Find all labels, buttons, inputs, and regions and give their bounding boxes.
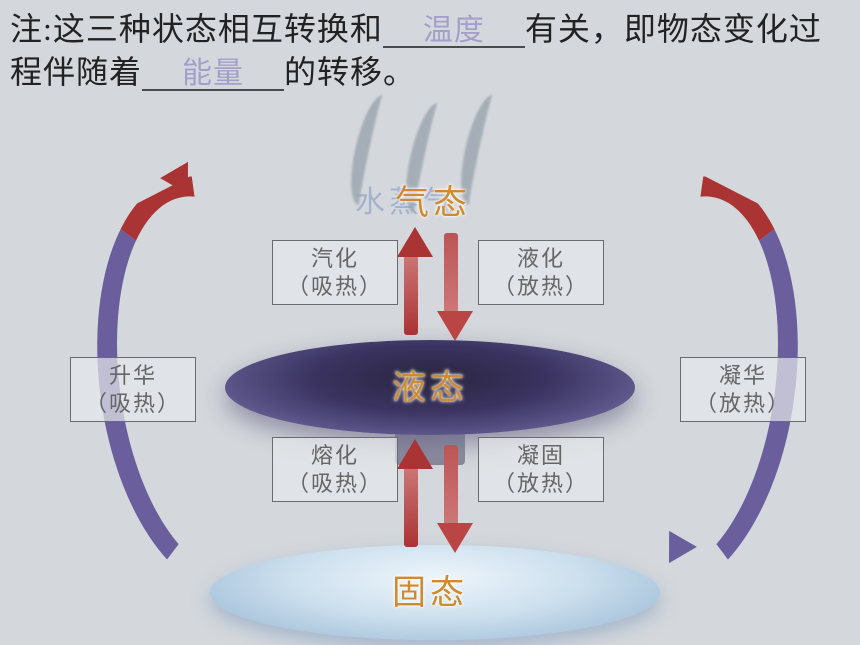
blank-energy: 能量: [142, 59, 284, 91]
melting-name: 熔化: [287, 442, 383, 470]
vaporization-shaft-icon: [404, 255, 418, 335]
note-prefix: 注:这三种状态相互转换和: [10, 11, 383, 47]
solidification-box: 凝固 （放热）: [478, 437, 604, 502]
phase-change-diagram: 水蒸气 气态 液态 固态 汽化 （吸热） 液化 （放热） 熔化 （吸热） 凝固 …: [0, 105, 860, 645]
deposition-name: 凝华: [695, 362, 791, 390]
vaporization-box: 汽化 （吸热）: [272, 240, 398, 305]
deposition-box: 凝华 （放热）: [680, 357, 806, 422]
sublimation-name: 升华: [85, 362, 181, 390]
sublimation-box: 升华 （吸热）: [70, 357, 196, 422]
sublimation-arrowhead-icon: [160, 154, 202, 194]
liquefaction-box: 液化 （放热）: [478, 240, 604, 305]
solidification-shaft-icon: [444, 445, 458, 525]
liquefaction-name: 液化: [493, 245, 589, 273]
vaporization-head-icon: [397, 227, 433, 257]
liquefaction-head-icon: [437, 311, 473, 341]
deposition-heat: （放热）: [695, 390, 791, 418]
melting-box: 熔化 （吸热）: [272, 437, 398, 502]
blank-temperature: 温度: [383, 16, 525, 48]
melting-heat: （吸热）: [287, 470, 383, 498]
sublimation-heat: （吸热）: [85, 390, 181, 418]
liquefaction-shaft-icon: [444, 233, 458, 313]
note-suffix: 的转移。: [284, 54, 416, 90]
solidification-head-icon: [437, 523, 473, 553]
solidification-name: 凝固: [493, 442, 589, 470]
melting-head-icon: [397, 439, 433, 469]
liquefaction-heat: （放热）: [493, 273, 589, 301]
solidification-heat: （放热）: [493, 470, 589, 498]
melting-shaft-icon: [404, 467, 418, 547]
gas-state-label: 气态: [395, 175, 471, 224]
liquid-state-label: 液态: [392, 360, 468, 409]
solid-state-label: 固态: [392, 565, 468, 614]
note-text: 注:这三种状态相互转换和温度有关，即物态变化过程伴随着能量的转移。: [10, 8, 850, 94]
vaporization-name: 汽化: [287, 245, 383, 273]
vaporization-heat: （吸热）: [287, 273, 383, 301]
